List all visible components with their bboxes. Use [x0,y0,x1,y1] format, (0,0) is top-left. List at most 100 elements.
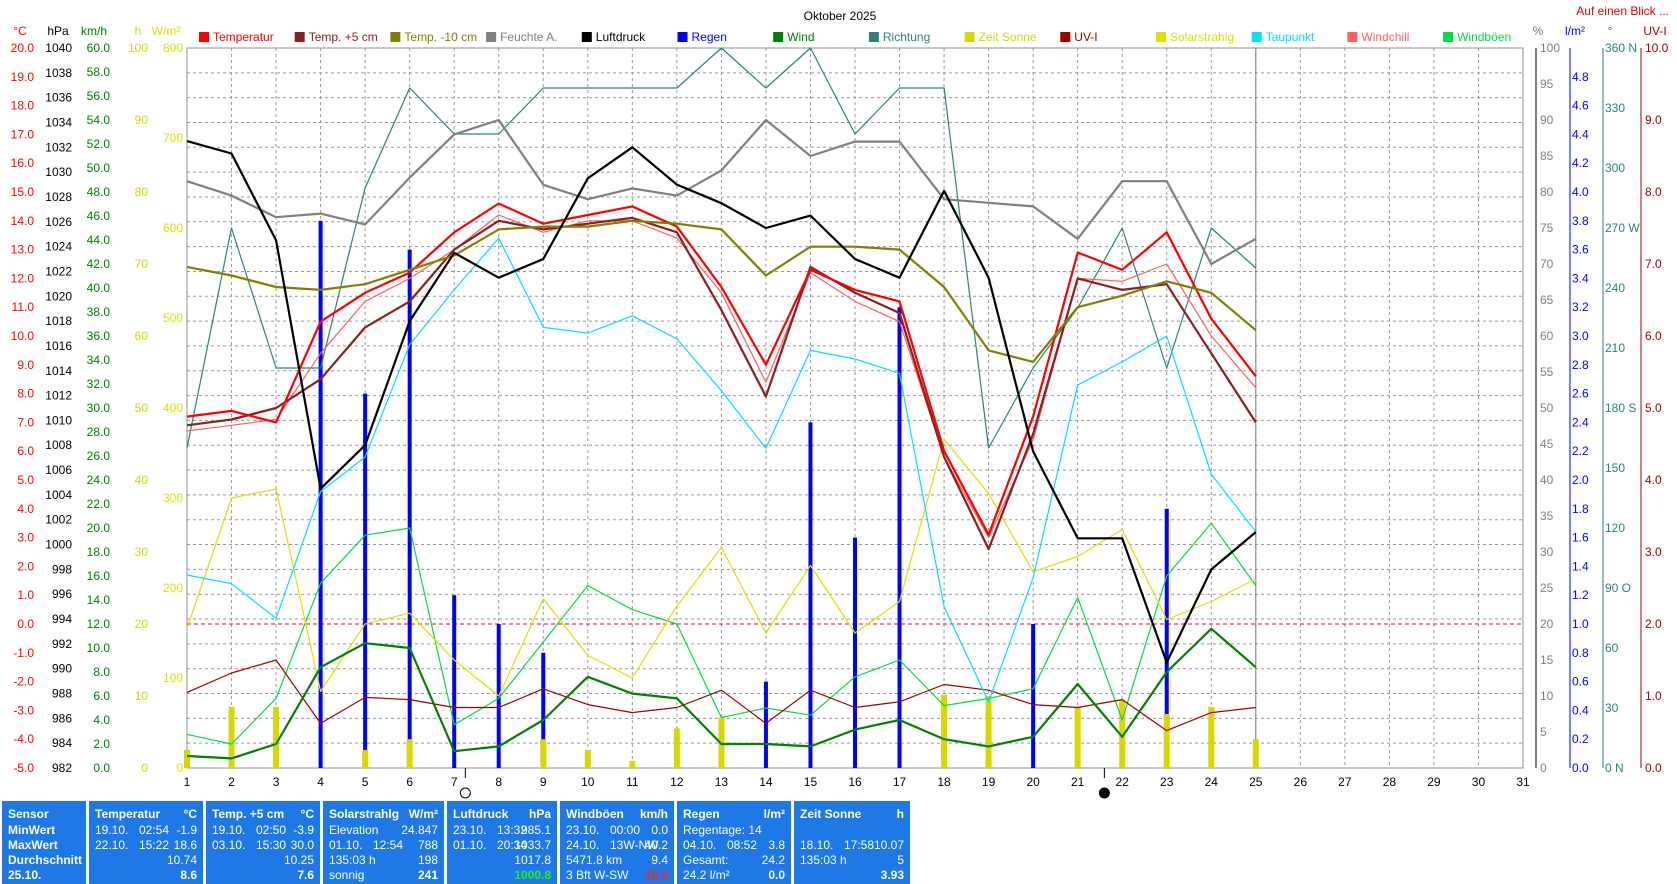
legend-swatch [390,32,401,42]
axis-tick-label-uv: 5.0 [1645,401,1662,415]
axis-tick-label-sunh: 40 [135,473,149,487]
axis-tick-label-dir: 210 [1605,341,1625,355]
bar-regen [318,220,323,769]
axis-tick-label-wind: 6.0 [93,689,110,703]
stats-title: Luftdruck hPa [453,807,551,821]
stats-value: 985.1 [520,823,551,837]
axis-tick-label-rain: 4.0 [1572,185,1589,199]
axis-tick-label-rain: 1.6 [1572,531,1589,545]
x-tick-label: 16 [848,775,862,789]
axis-tick-label-temp: 4.0 [17,502,34,516]
stats-sensor-title: Sensor [8,807,49,821]
bar-regen [1031,624,1036,768]
stats-value: -3.9 [293,823,314,837]
stats-cell: 20:34 [497,838,528,852]
stats-row [800,823,904,838]
stats-row: Elevation 24.847 [329,823,438,838]
x-tick-label: 6 [406,775,413,789]
stats-title-text: Luftdruck [453,807,509,821]
x-tick-label: 10 [581,775,595,789]
stats-value: 18.6 [173,838,197,852]
legend-swatch [1347,32,1358,42]
stats-cell: 02:50 [256,823,287,837]
x-tick-label: 7 [451,775,458,789]
stats-value: 7.6 [297,868,314,882]
axis-unit-press: hPa [47,24,69,38]
axis-tick-label-rain: 2.6 [1572,387,1589,401]
axis-tick-label-press: 982 [52,761,72,775]
stats-row: Regentage: 14 [683,823,785,838]
stats-cell: 02:54 [139,823,170,837]
bar-regen [853,537,857,768]
axis-tick-label-temp: 1.0 [17,588,34,602]
axis-tick-label-hum: 75 [1540,221,1554,235]
axis-tick-label-press: 1026 [45,215,72,229]
series-line-luftdruck [186,140,1257,664]
axis-tick-label-press: 1020 [45,289,72,303]
axis-unit-temp: °C [13,24,27,38]
axis-tick-label-uv: 2.0 [1645,617,1662,631]
axis-tick-label-dir: 270 W [1605,221,1640,235]
axis-tick-label-press: 988 [52,687,72,701]
axis-tick-label-press: 1024 [45,240,72,254]
axis-tick-label-dir: 90 O [1605,581,1631,595]
x-tick-label: 18 [937,775,951,789]
bar-regen [452,595,457,768]
axis-tick-label-solar: 800 [163,41,183,55]
axis-tick-label-hum: 25 [1540,581,1554,595]
axis-tick-label-wind: 14.0 [87,593,111,607]
chart-title: Oktober 2025 [804,9,877,23]
stats-cell: 04.10. [683,838,717,852]
axis-tick-label-sunh: 70 [135,257,149,271]
axis-tick-label-wind: 42.0 [87,257,111,271]
axis-tick-label-wind: 8.0 [93,665,110,679]
axis-tick-label-wind: 60.0 [87,41,111,55]
legend-entry: Windchill [1361,30,1409,44]
legend-swatch [199,32,209,42]
axis-tick-label-uv: 8.0 [1645,185,1662,199]
axis-tick-label-solar: 700 [163,131,183,145]
series-line-windb-en [186,522,1257,745]
series-line-feuchte-a- [186,118,1257,266]
overview-link[interactable]: Auf einen Blick ... [1576,4,1669,18]
legend-entry: Temp. +5 cm [309,30,378,44]
stats-unit: km/h [639,807,668,821]
axis-tick-label-press: 1004 [45,488,72,502]
axis-unit-hum: % [1533,24,1544,38]
legend-swatch [1443,32,1454,42]
axis-tick-label-sunh: 50 [135,401,149,415]
stats-cell: Regentage: 14 [683,823,762,837]
stats-row: Gesamt: 24.2 [683,853,785,868]
stats-row: 7.6 [212,868,314,883]
axis-tick-label-wind: 48.0 [87,185,111,199]
stats-value: -1.9 [176,823,197,837]
stats-title-text: Zeit Sonne [800,807,862,821]
bar-zeit-sonne [540,739,547,768]
stats-row: 10.25 [212,853,314,868]
axis-unit-rain: l/m² [1565,24,1585,38]
stats-cell: 01.10. [329,838,363,852]
legend-entry: Windböen [1457,30,1511,44]
bar-zeit-sonne [228,706,235,768]
axis-tick-label-sunh: 60 [135,329,149,343]
bar-zeit-sonne [184,750,190,768]
x-tick-label: 24 [1205,775,1219,789]
bar-zeit-sonne [362,750,369,768]
stats-cell: 03.10. [212,838,246,852]
axis-tick-label-wind: 44.0 [87,233,111,247]
axis-tick-label-temp: 16.0 [11,156,35,170]
axis-tick-label-rain: 2.4 [1572,415,1589,429]
bar-zeit-sonne [1252,739,1259,768]
legend-swatch [964,32,975,42]
axis-tick-label-hum: 45 [1540,437,1554,451]
axis-tick-label-uv: 6.0 [1645,329,1662,343]
axis-tick-label-hum: 50 [1540,401,1554,415]
axis-tick-label-hum: 70 [1540,257,1554,271]
legend-entry: Taupunkt [1266,30,1315,44]
stats-row: 24.10. 13W-NW 40.2 [566,838,668,853]
stats-cell: 15:30 [256,838,287,852]
axis-tick-label-press: 1018 [45,314,72,328]
stats-cell: 135:03 h [329,853,376,867]
axis-tick-label-dir: 120 [1605,521,1625,535]
axis-tick-label-temp: -3.0 [13,703,34,717]
